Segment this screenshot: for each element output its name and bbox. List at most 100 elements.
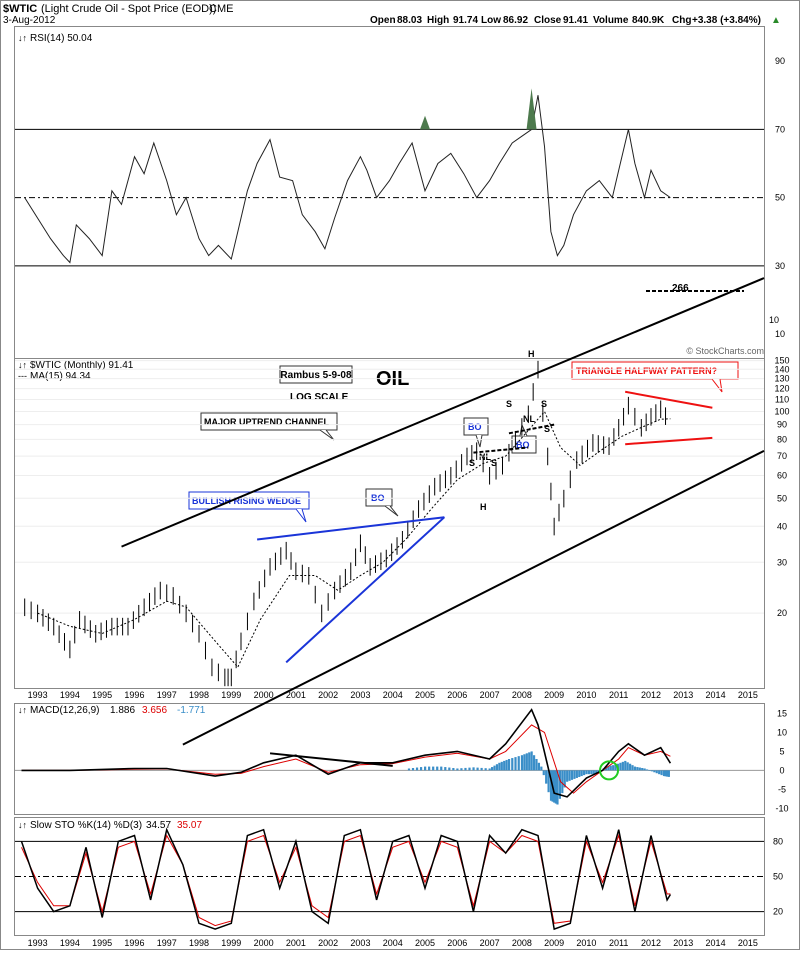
up-arrow-icon: ▲ [771,15,781,26]
price-year-1999: 1999 [221,690,241,700]
macd-histogram-bar [583,770,586,776]
sto-panel-frame [14,817,765,936]
bottom-year-1996: 1996 [124,938,144,948]
price-tick-140: 140 [774,364,789,374]
d-value: 35.07 [177,820,202,831]
macd-histogram-bar [491,767,494,771]
macd-histogram-bar [595,770,598,775]
annotation-box-uptrend [200,412,338,431]
macd-histogram-bar [566,770,569,782]
macd-panel-frame [14,703,765,815]
symbol-title: $WTIC [3,3,37,15]
price-tick-90: 90 [777,420,787,430]
rsi-axis-tick-10: 10 [769,315,779,325]
sto-tick-20: 20 [773,907,783,917]
rsi-overbought-fill-2008 [526,88,537,130]
annotation-bo-3: BO [516,440,530,450]
macd-histogram-bar [535,759,538,771]
exchange-label: CME [209,3,233,15]
macd-histogram-bar [549,770,553,801]
macd-histogram-bar [547,770,550,793]
macd-histogram-bar [653,770,656,773]
macd-histogram-bar [633,766,637,771]
price-year-2005: 2005 [415,690,435,700]
macd-histogram-bar [517,756,520,771]
callout-pointer-uptrend [319,429,335,441]
label-s-right-lower: S [491,458,497,468]
close-label: Close [534,15,562,26]
price-tick-150: 150 [774,356,789,366]
annotation-box-wedge [188,491,310,510]
macd-histogram-bar [480,767,483,771]
macd-histogram-bar [624,760,627,771]
annotation-wedge: BULLISH RISING WEDGE [192,496,301,506]
price-year-2003: 2003 [350,690,370,700]
price-panel-frame [14,358,765,689]
bottom-year-2013: 2013 [673,938,693,948]
price-tick-100: 100 [774,406,789,416]
price-year-2012: 2012 [641,690,661,700]
bottom-year-2006: 2006 [447,938,467,948]
macd-histogram-bar [452,768,455,771]
macd-histogram-bar [641,768,644,771]
open-label: Open [370,15,396,26]
label-s-right-upper: S [541,399,547,409]
macd-histogram-bar [660,770,663,776]
macd-histogram-bar [558,770,562,799]
bottom-year-1997: 1997 [157,938,177,948]
neckline-lower [473,446,529,454]
signal-value: 3.656 [142,705,167,716]
price-year-2002: 2002 [318,690,338,700]
price-panel-icon: ↓↑ [18,360,27,370]
bottom-year-1999: 1999 [221,938,241,948]
chart-marks: 9070503010150140130120110100908070605040… [15,56,790,948]
neckline-upper [508,423,555,435]
volume-label: Volume [593,15,629,26]
close-value: 91.41 [563,15,588,26]
ma-legend-swatch: --- [18,371,27,381]
macd-histogram-bar [505,759,508,771]
rsi-title: RSI(14) 50.04 [30,33,93,44]
macd-histogram-bar [575,770,578,778]
macd-tick-5: 5 [779,746,784,756]
macd-histogram-bar [563,770,566,788]
macd-panel-icon: ↓↑ [18,705,27,715]
price-tick-120: 120 [774,384,789,394]
bottom-year-1993: 1993 [28,938,48,948]
macd-histogram-bar [658,770,661,775]
macd-histogram-bar [612,765,615,771]
high-label: High [427,15,449,26]
callout-pointer-wedge [295,508,307,523]
sto-tick-80: 80 [773,836,783,846]
macd-histogram-bar [619,762,622,771]
price-tick-70: 70 [777,451,787,461]
macd-histogram-bar [556,770,559,805]
macd-line [21,708,672,798]
macd-histogram-bar [592,770,595,775]
macd-histogram-bar [523,754,526,771]
high-value: 91.74 [453,15,478,26]
macd-tick--5: -5 [778,784,786,794]
macd-value: 1.886 [110,705,135,716]
bottom-year-2011: 2011 [609,938,628,948]
macd-histogram-bar [638,767,641,771]
macd-histogram-bar [525,753,528,771]
low-value: 86.92 [503,15,528,26]
price-year-2015: 2015 [738,690,758,700]
annotation-uptrend: MAJOR UPTREND CHANNEL [204,417,330,427]
macd-histogram-bar [643,768,646,771]
macd-tick-0: 0 [779,765,784,775]
macd-histogram-bar [530,751,533,771]
macd-histogram-bar [468,767,471,771]
macd-crossover-circle [599,760,620,781]
label-s-right-2: S [544,424,550,434]
sto-tick-50: 50 [773,872,783,882]
price-tick-130: 130 [774,374,789,384]
macd-histogram-bar [662,770,666,777]
macd-histogram-bar [609,765,612,771]
macd-histogram-bar [626,762,629,771]
macd-histogram-bar [428,766,431,771]
price-tick-80: 80 [777,434,787,444]
